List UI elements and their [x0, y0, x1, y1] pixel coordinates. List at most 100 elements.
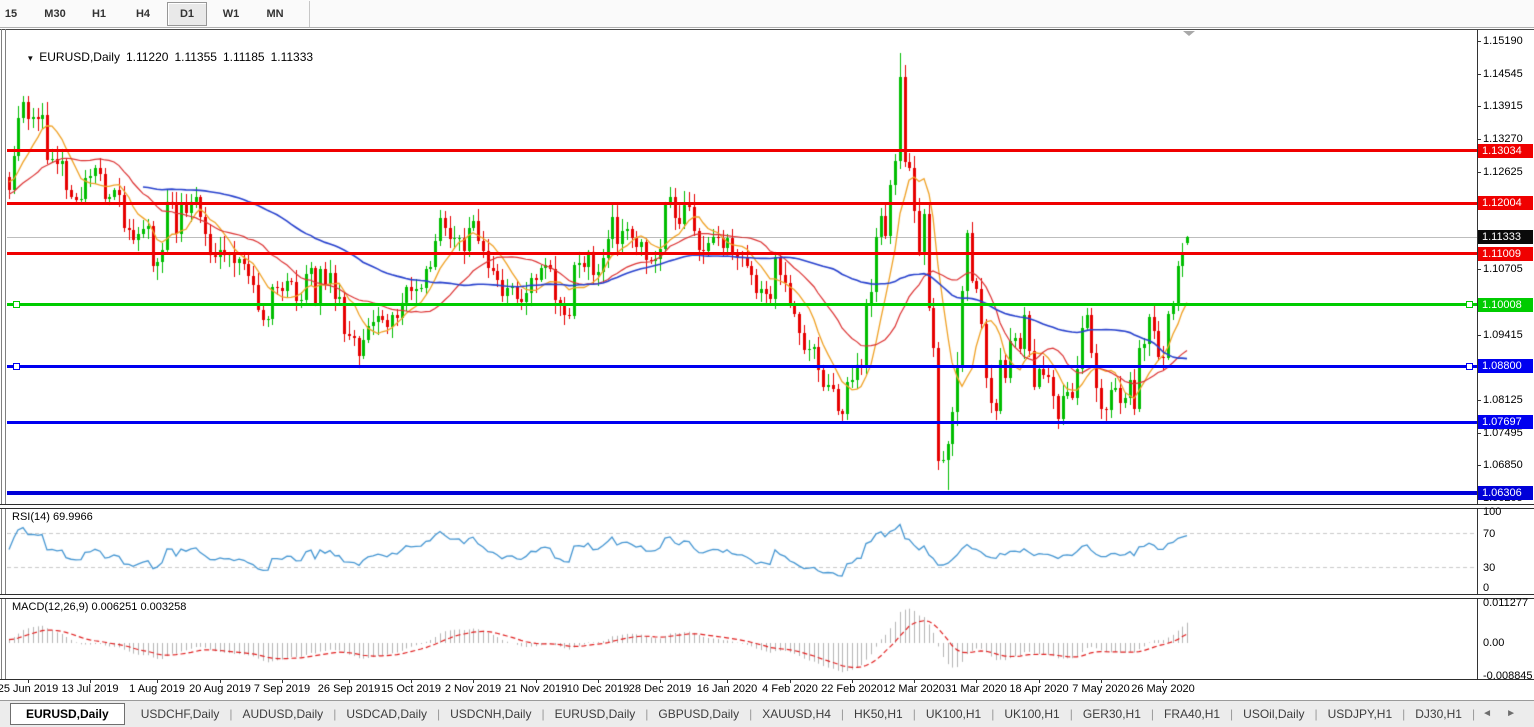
timeframe-button-15[interactable]: 15 — [4, 7, 18, 20]
tab-symbol[interactable]: EURUSD,Daily — [554, 707, 636, 721]
tab-symbol[interactable]: USOil,Daily — [1243, 707, 1305, 721]
timeframe-button-W1[interactable]: W1 — [222, 7, 240, 20]
tab-symbol[interactable]: USDJPY,H1 — [1327, 707, 1393, 721]
date-tick-mark — [473, 679, 474, 683]
tab-separator: | — [1150, 707, 1155, 721]
price-tick-mark — [1477, 400, 1481, 401]
ohlc-low: 1.11185 — [222, 50, 265, 64]
line-handle[interactable] — [13, 363, 20, 370]
price-hline-1.06306[interactable] — [7, 491, 1477, 495]
date-axis-label: 1 Aug 2019 — [129, 683, 185, 695]
timeframe-button-MN[interactable]: MN — [266, 7, 284, 20]
rsi-canvas[interactable] — [7, 508, 1477, 593]
date-tick-mark — [220, 679, 221, 683]
tab-symbol[interactable]: USDCNH,Daily — [450, 707, 532, 721]
tab-separator: | — [1230, 707, 1234, 721]
date-tick-mark — [1039, 679, 1040, 683]
price-tick-mark — [1477, 465, 1481, 466]
price-tick-label: 1.10705 — [1483, 263, 1523, 275]
tab-symbol[interactable]: XAUUSD,H4 — [762, 707, 831, 721]
price-hline-1.11009[interactable] — [7, 252, 1477, 255]
date-axis-label: 16 Jan 2020 — [696, 683, 758, 695]
tab-separator: | — [541, 707, 545, 721]
price-hline-label: 1.07697 — [1478, 415, 1533, 429]
date-axis-label: 18 Apr 2020 — [1009, 683, 1069, 695]
tab-symbol[interactable]: USDCAD,Daily — [346, 707, 427, 721]
tab-separator: | — [645, 707, 649, 721]
date-axis-label: 7 May 2020 — [1072, 683, 1130, 695]
chart-top-border — [0, 29, 1534, 30]
price-hline-label: 1.08800 — [1478, 359, 1533, 373]
line-handle[interactable] — [1466, 301, 1473, 308]
tabs-scroll-left-icon[interactable]: ◄ — [1482, 708, 1492, 719]
date-axis-label: 26 May 2020 — [1131, 683, 1195, 695]
price-tick-mark — [1477, 139, 1481, 140]
tab-separator: | — [840, 707, 845, 721]
tab-separator: | — [437, 707, 441, 721]
ohlc-high: 1.11355 — [174, 50, 217, 64]
tabs-scroll-right-icon[interactable]: ► — [1506, 708, 1516, 719]
tab-symbol[interactable]: HK50,H1 — [854, 707, 903, 721]
date-axis-label: 28 Dec 2019 — [628, 683, 692, 695]
toolbar-separator — [309, 0, 310, 27]
timeframe-button-H1[interactable]: H1 — [91, 7, 107, 20]
price-tick-label: 1.15190 — [1483, 35, 1523, 47]
tab-symbol[interactable]: GBPUSD,Daily — [658, 707, 740, 721]
timeframe-button-D1[interactable]: D1 — [167, 1, 207, 26]
price-axis-border — [1477, 30, 1478, 679]
tab-symbol[interactable]: AUDUSD,Daily — [242, 707, 324, 721]
tab-symbol[interactable]: UK100,H1 — [925, 707, 982, 721]
tab-separator: | — [749, 707, 753, 721]
price-hline-1.10008[interactable] — [7, 303, 1477, 306]
rsi-axis-label: 70 — [1483, 528, 1496, 540]
ohlc-close: 1.11333 — [270, 50, 314, 64]
tab-symbol[interactable]: DJ30,H1 — [1415, 707, 1462, 721]
line-handle[interactable] — [13, 301, 20, 308]
price-hline-label: 1.11009 — [1478, 247, 1533, 261]
date-tick-mark — [598, 679, 599, 683]
price-hline-label: 1.10008 — [1478, 298, 1533, 312]
date-axis-label: 26 Sep 2019 — [317, 683, 381, 695]
price-tick-label: 1.13270 — [1483, 133, 1523, 145]
price-tick-label: 1.09415 — [1483, 329, 1523, 341]
date-tick-mark — [852, 679, 853, 683]
price-tick-mark — [1477, 433, 1481, 434]
price-tick-label: 1.13915 — [1483, 100, 1523, 112]
timeframe-toolbar: 15 M30 H1 H4 D1 W1 MN — [0, 0, 1534, 28]
date-axis-label: 7 Sep 2019 — [253, 683, 311, 695]
timeframe-button-H4[interactable]: H4 — [135, 7, 151, 20]
tab-active-symbol[interactable]: EURUSD,Daily — [10, 703, 125, 725]
price-hline-1.08800[interactable] — [7, 365, 1477, 368]
date-tick-mark — [790, 679, 791, 683]
chevron-down-icon[interactable]: ▼ — [26, 54, 35, 63]
date-tick-mark — [1101, 679, 1102, 683]
price-hline-1.13034[interactable] — [7, 149, 1477, 152]
tab-separator: | — [1069, 707, 1073, 721]
rsi-axis-label: 30 — [1483, 562, 1496, 574]
tab-symbol[interactable]: FRA40,H1 — [1164, 707, 1221, 721]
macd-canvas[interactable] — [7, 598, 1477, 678]
price-tick-label: 1.14545 — [1483, 68, 1523, 80]
date-axis-label: 12 Mar 2020 — [883, 683, 945, 695]
line-handle[interactable] — [1466, 363, 1473, 370]
symbol-label: EURUSD,Daily — [39, 50, 120, 64]
price-tick-label: 1.06850 — [1483, 459, 1523, 471]
price-hline-1.07697[interactable] — [7, 421, 1477, 424]
price-tick-label: 1.07495 — [1483, 427, 1523, 439]
tab-symbol[interactable]: USDCHF,Daily — [140, 707, 220, 721]
main-chart-canvas[interactable] — [7, 33, 1477, 504]
date-tick-mark — [536, 679, 537, 683]
tab-symbol[interactable]: GER30,H1 — [1082, 707, 1141, 721]
tab-symbol[interactable]: UK100,H1 — [1004, 707, 1060, 721]
rsi-value: 69.9966 — [52, 511, 93, 523]
timeframe-button-M30[interactable]: M30 — [44, 7, 66, 20]
date-axis-label: 31 Mar 2020 — [945, 683, 1007, 695]
symbol-tab-bar: EURUSD,Daily USDCHF,Daily | AUDUSD,Daily | US… — [0, 700, 1534, 727]
rsi-axis-label: 0 — [1483, 582, 1490, 594]
tab-separator: | — [1314, 707, 1318, 721]
price-tick-label: 1.12625 — [1483, 166, 1523, 178]
price-hline-1.12004[interactable] — [7, 202, 1477, 205]
date-tick-mark — [90, 679, 91, 683]
date-axis-label: 25 Jun 2019 — [0, 683, 59, 695]
date-axis-label: 4 Feb 2020 — [762, 683, 818, 695]
